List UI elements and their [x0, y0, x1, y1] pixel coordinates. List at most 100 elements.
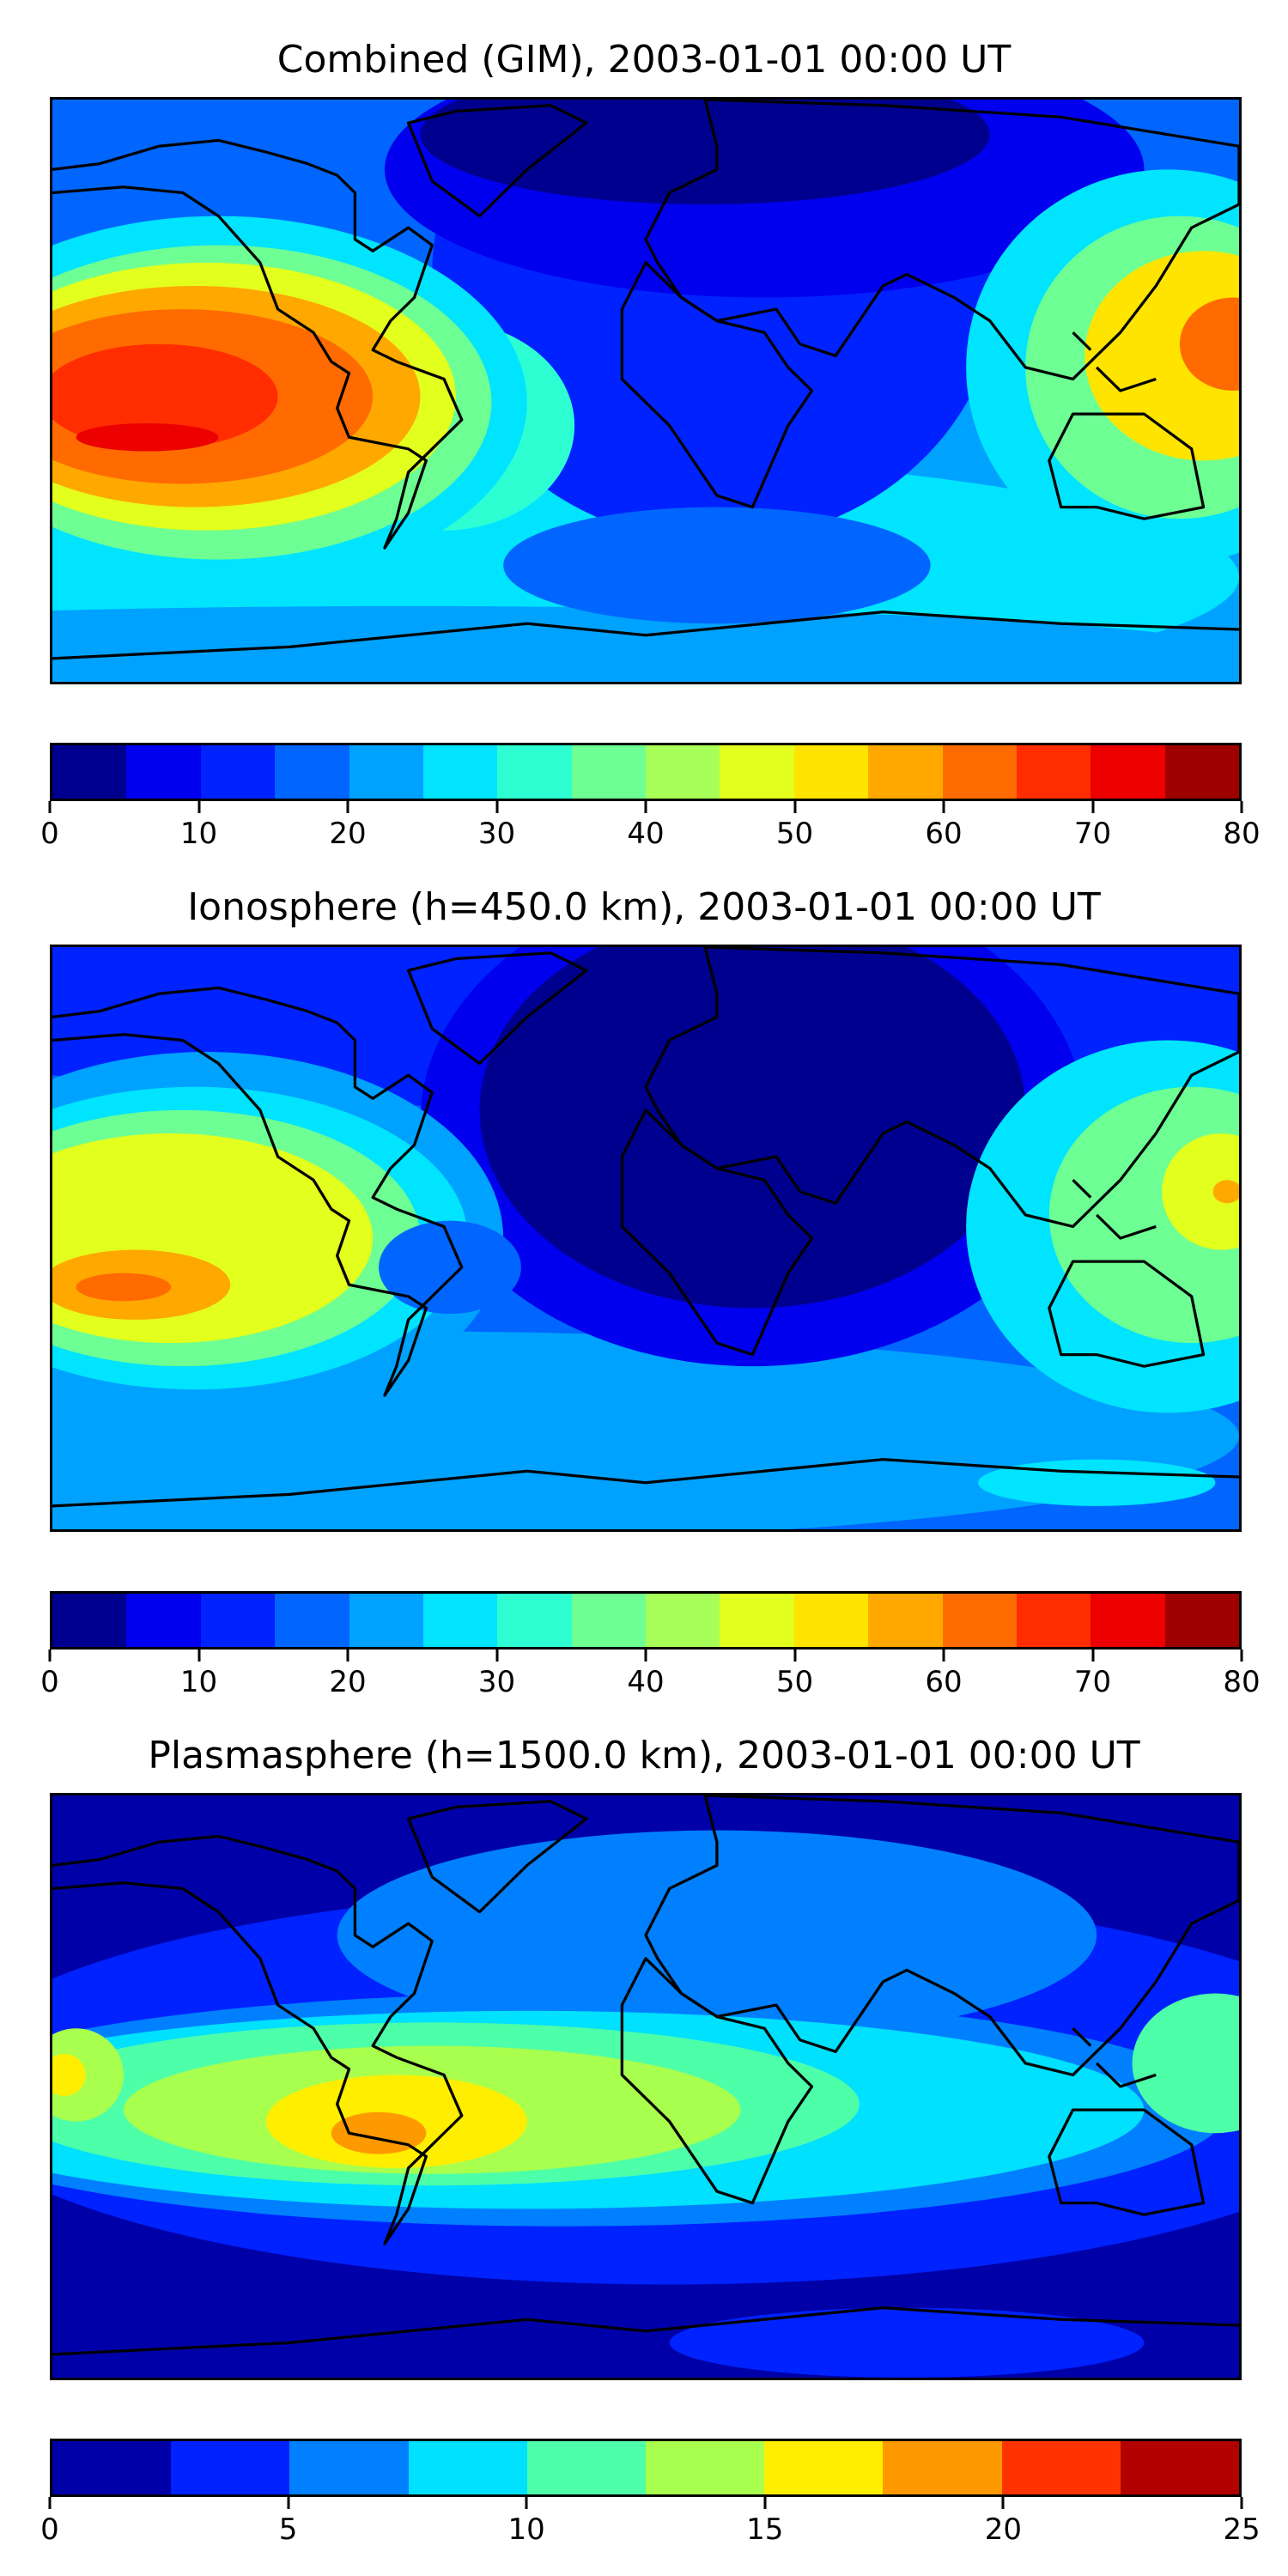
colorbar-tick: [495, 1649, 498, 1662]
colorbar-tick: [197, 801, 200, 813]
map-plasmasphere: [50, 1793, 1242, 2380]
colorbar-tick-label: 70: [1073, 817, 1112, 851]
colorbar-segment: [349, 745, 423, 799]
field-south-spot: [669, 2307, 1145, 2378]
colorbar-tick: [48, 2497, 52, 2509]
colorbar-segment: [1164, 745, 1239, 799]
colorbar-segment: [1016, 1594, 1091, 1647]
colorbar-segment: [883, 2441, 1002, 2494]
colorbar-segment: [720, 1594, 794, 1647]
panel-title-combined: Combined (GIM), 2003-01-01 00:00 UT: [276, 38, 1012, 82]
colorbar-tick-label: 25: [1223, 2512, 1261, 2547]
colorbar-segment: [942, 1594, 1017, 1647]
map-ionosphere: [50, 945, 1242, 1532]
colorbar-segment: [497, 1594, 572, 1647]
colorbar-tick: [197, 1649, 200, 1662]
colorbar-segment: [422, 1594, 498, 1647]
colorbar-tick: [942, 801, 945, 813]
field-east-pac: [52, 2028, 124, 2122]
colorbar-ticks-combined: 0 10 20 30 40 50 60 70 80: [40, 801, 1261, 853]
colorbar-ticks-plasmasphere: 0 5 10 15 20 25: [40, 2497, 1261, 2549]
colorbar-segment: [200, 1594, 276, 1647]
colorbar-segment: [793, 1594, 869, 1647]
field-wpac-peak: [1212, 1180, 1239, 1204]
colorbar-segment: [646, 1594, 720, 1647]
field-wpac-3: [1084, 251, 1239, 461]
colorbar-tick-label: 70: [1073, 1665, 1112, 1699]
colorbar-segment: [526, 2441, 647, 2494]
colorbar-segment: [1164, 1594, 1239, 1647]
colorbar-segment: [571, 745, 646, 799]
colorbar-tick-label: 10: [179, 1665, 218, 1699]
colorbar-plasmasphere: [50, 2439, 1242, 2497]
field-east-pac-peak: [52, 2054, 86, 2096]
colorbar-tick: [793, 1649, 796, 1662]
colorbar-segment: [52, 2441, 172, 2494]
field-pacific-peak: [76, 1273, 172, 1302]
field-south-america-low: [379, 1220, 521, 1315]
colorbar-tick: [48, 801, 52, 813]
coastlines: [52, 100, 1239, 660]
panel-title-ionosphere: Ionosphere (h=450.0 km), 2003-01-01 00:0…: [187, 885, 1101, 929]
colorbar-tick-label: 80: [1223, 1665, 1261, 1699]
field-wpac-peak: [1179, 297, 1239, 391]
colorbar-segment: [275, 745, 349, 799]
colorbar-tick-label: 0: [40, 2512, 59, 2547]
field-eurafrica-min: [479, 947, 1026, 1309]
colorbar-tick-label: 50: [775, 817, 814, 851]
colorbar-tick: [346, 801, 349, 813]
colorbar-tick-label: 5: [278, 2512, 298, 2547]
map-ionosphere-svg: [52, 947, 1239, 1529]
colorbar-segment: [942, 745, 1017, 799]
colorbar-segment: [1016, 745, 1091, 799]
field-pacific-peak: [76, 422, 219, 452]
colorbar-segment: [868, 1594, 943, 1647]
colorbar-tick: [942, 1649, 945, 1662]
colorbar-tick-label: 10: [507, 2512, 545, 2547]
map-plasmasphere-svg: [52, 1795, 1239, 2378]
colorbar-tick: [1091, 1649, 1094, 1662]
colorbar-segment: [171, 2441, 290, 2494]
colorbar-ionosphere: [50, 1591, 1242, 1649]
field-south-atlantic-low: [503, 507, 931, 624]
colorbar-tick: [1240, 2497, 1243, 2509]
colorbar-tick-label: 30: [477, 817, 516, 851]
colorbar-tick: [525, 2497, 528, 2509]
colorbar-segment: [275, 1594, 349, 1647]
field-south-pole: [52, 605, 1239, 682]
colorbar-segment: [868, 745, 943, 799]
colorbar-tick: [48, 1649, 52, 1662]
colorbar-segment: [571, 1594, 646, 1647]
colorbar-tick: [495, 801, 498, 813]
field-pacific-6: [52, 343, 278, 449]
colorbar-segment: [1120, 2441, 1240, 2494]
coastlines: [52, 1795, 1239, 2356]
panel-title-plasmasphere: Plasmasphere (h=1500.0 km), 2003-01-01 0…: [148, 1734, 1140, 1777]
colorbar-segment: [200, 745, 276, 799]
colorbar-tick-label: 0: [40, 817, 59, 851]
colorbar-segment: [52, 745, 127, 799]
colorbar-tick: [644, 801, 647, 813]
colorbar-segment: [1091, 1594, 1165, 1647]
colorbar-segment: [126, 745, 201, 799]
colorbar-tick: [346, 1649, 349, 1662]
colorbar-segment: [497, 745, 572, 799]
colorbar-tick: [793, 801, 796, 813]
colorbar-tick-label: 10: [179, 817, 218, 851]
colorbar-segment: [408, 2441, 527, 2494]
colorbar-segment: [1001, 2441, 1121, 2494]
colorbar-tick: [763, 2497, 767, 2509]
coastlines: [52, 947, 1239, 1508]
colorbar-tick-label: 20: [984, 2512, 1023, 2547]
colorbar-tick-label: 40: [627, 817, 665, 851]
field-south-spot: [977, 1459, 1216, 1506]
colorbar-combined: [50, 743, 1242, 801]
colorbar-segment: [289, 2441, 409, 2494]
map-combined-svg: [52, 100, 1239, 682]
field-north-min: [420, 100, 990, 205]
colorbar-tick-label: 60: [925, 1665, 963, 1699]
colorbar-segment: [422, 745, 498, 799]
colorbar-tick-label: 20: [329, 1665, 367, 1699]
colorbar-segment: [646, 745, 720, 799]
colorbar-tick: [1240, 801, 1243, 813]
